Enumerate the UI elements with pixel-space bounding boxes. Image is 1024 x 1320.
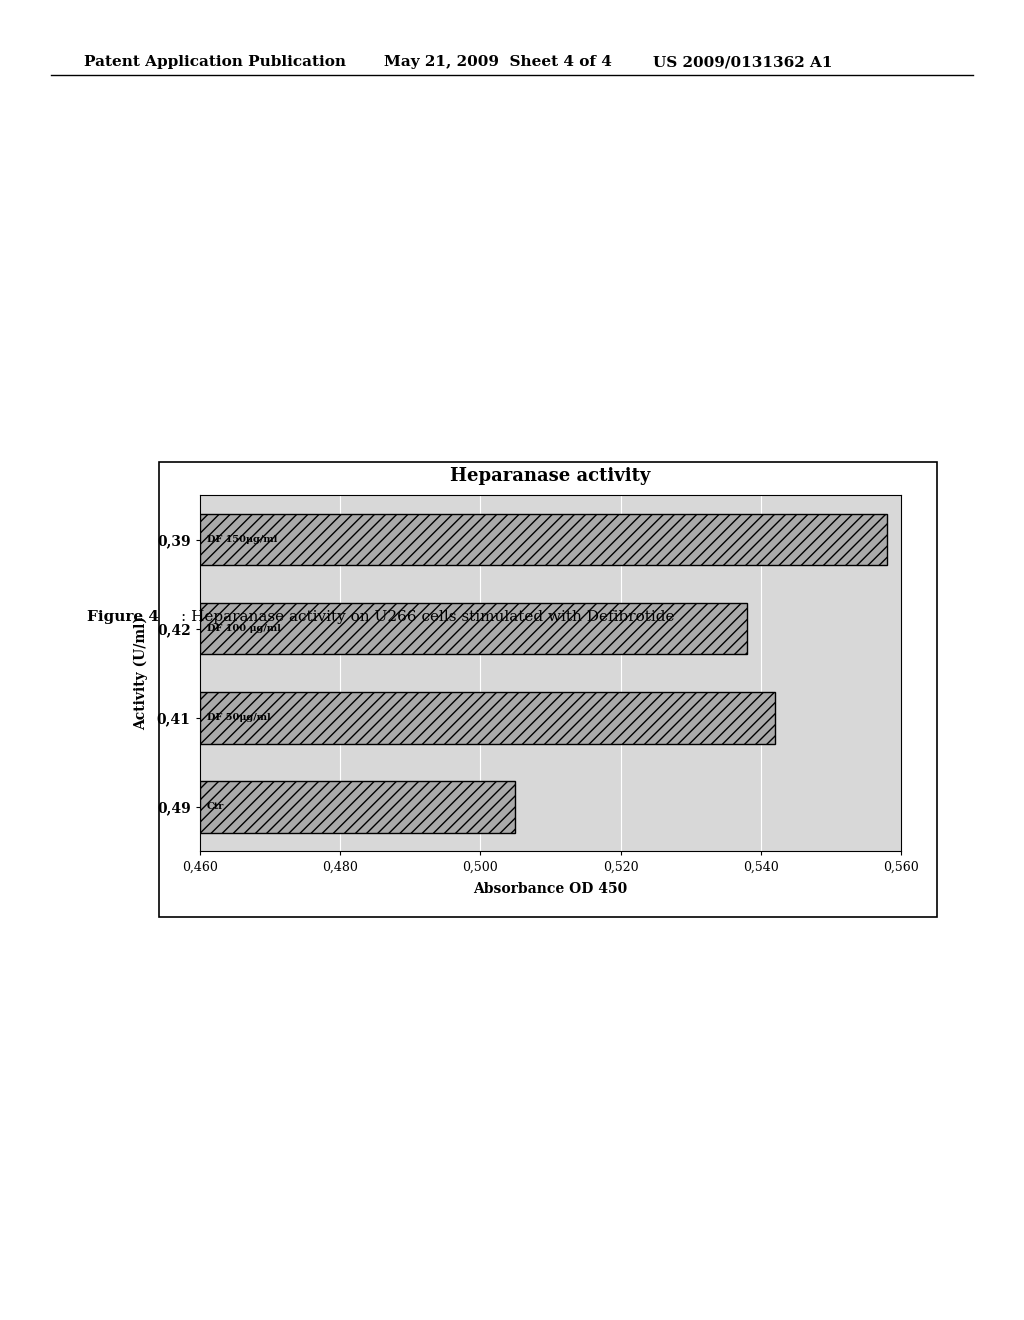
Text: Figure 4: Figure 4 (87, 610, 159, 624)
Bar (200, 603, 746, 655)
Bar (200, 513, 887, 565)
Y-axis label: Activity (U/ml): Activity (U/ml) (134, 616, 148, 730)
Text: May 21, 2009  Sheet 4 of 4: May 21, 2009 Sheet 4 of 4 (384, 55, 612, 70)
Text: : Heparanase activity on U266 cells stimulated with Defibrotide: : Heparanase activity on U266 cells stim… (181, 610, 675, 624)
Text: DF 50μg/ml: DF 50μg/ml (207, 713, 270, 722)
Text: US 2009/0131362 A1: US 2009/0131362 A1 (653, 55, 833, 70)
Text: DF 150μg/ml: DF 150μg/ml (207, 535, 278, 544)
Text: Patent Application Publication: Patent Application Publication (84, 55, 346, 70)
X-axis label: Absorbance OD 450: Absorbance OD 450 (473, 882, 628, 896)
Text: DF 100 μg/ml: DF 100 μg/ml (207, 624, 281, 634)
Bar (200, 781, 515, 833)
Text: Ctr: Ctr (207, 803, 224, 812)
Bar (200, 692, 775, 743)
Title: Heparanase activity: Heparanase activity (451, 467, 650, 486)
